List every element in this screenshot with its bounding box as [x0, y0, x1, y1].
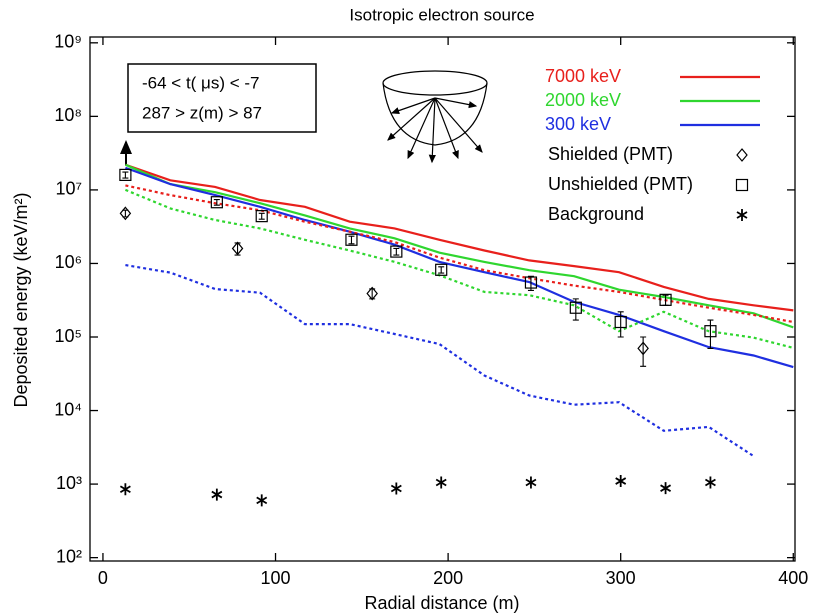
error-bar: [438, 266, 445, 274]
square-marker: [255, 210, 268, 223]
square-marker: [614, 315, 627, 329]
star-marker: [704, 476, 716, 489]
legend-label: Shielded (PMT): [548, 144, 673, 164]
y-tick-label: 10⁹: [54, 32, 82, 52]
y-tick-label: 10³: [56, 473, 82, 493]
legend-marker: [736, 148, 748, 162]
star-marker: [615, 475, 627, 488]
line: [125, 184, 794, 324]
square-marker: [524, 276, 538, 289]
annotation: -64 < t( μs) < -7: [142, 73, 260, 92]
x-tick-label: 300: [606, 568, 636, 588]
star-marker: [660, 482, 672, 495]
error-bar: [348, 235, 355, 245]
plot-frame: [89, 36, 796, 562]
square-marker: [210, 196, 223, 209]
legend-marker: [735, 178, 749, 192]
square-marker: [390, 245, 403, 258]
y-tick-label: 10⁶: [55, 252, 82, 272]
square-marker: [659, 293, 672, 306]
square-marker: [569, 301, 582, 314]
error-bar: [258, 212, 265, 220]
y-tick-label: 10⁸: [54, 105, 82, 125]
x-axis-label: Radial distance (m): [364, 593, 519, 613]
star-marker: [525, 476, 537, 489]
y-tick-label: 10⁷: [55, 179, 82, 199]
star-marker: [435, 476, 447, 489]
error-bar: [707, 319, 714, 349]
star-marker: [256, 494, 268, 507]
annotation: 287 > z(m) > 87: [142, 103, 262, 122]
annotation-box: [127, 63, 317, 133]
legend-label: 300 keV: [545, 114, 611, 134]
y-axis-label: Deposited energy (keV/m²): [11, 192, 31, 407]
star-marker: [119, 483, 131, 496]
square-marker: [704, 325, 717, 338]
star-marker: [211, 488, 223, 501]
line: [125, 264, 755, 458]
error-bar: [122, 209, 129, 218]
star-marker: [390, 482, 402, 495]
x-tick-label: 400: [778, 568, 808, 588]
legend-label: 7000 keV: [545, 66, 621, 86]
line: [124, 163, 794, 329]
square-marker: [119, 168, 132, 182]
square-marker: [435, 263, 448, 276]
y-tick-label: 10⁴: [54, 399, 82, 419]
line: [125, 163, 794, 312]
legend-label: 2000 keV: [545, 90, 621, 110]
square-marker: [345, 233, 358, 246]
error-bar: [122, 171, 129, 179]
chart-title: Isotropic electron source: [349, 5, 534, 24]
diamond-marker: [637, 341, 649, 356]
diamond-marker: [119, 206, 132, 221]
legend-label: Background: [548, 204, 644, 224]
legend-marker: [736, 209, 748, 221]
diamond-marker: [231, 241, 244, 256]
y-tick-label: 10²: [56, 546, 82, 566]
diamond-marker: [366, 286, 378, 301]
error-bar: [393, 247, 400, 256]
legend-label: Unshielded (PMT): [548, 174, 693, 194]
line: [125, 166, 794, 369]
x-tick-label: 200: [433, 568, 463, 588]
error-bar: [213, 198, 220, 206]
source-diagram: [382, 70, 488, 164]
y-tick-label: 10⁵: [55, 326, 82, 346]
x-tick-label: 100: [261, 568, 291, 588]
x-tick-label: 0: [98, 568, 108, 588]
line: [124, 188, 794, 349]
